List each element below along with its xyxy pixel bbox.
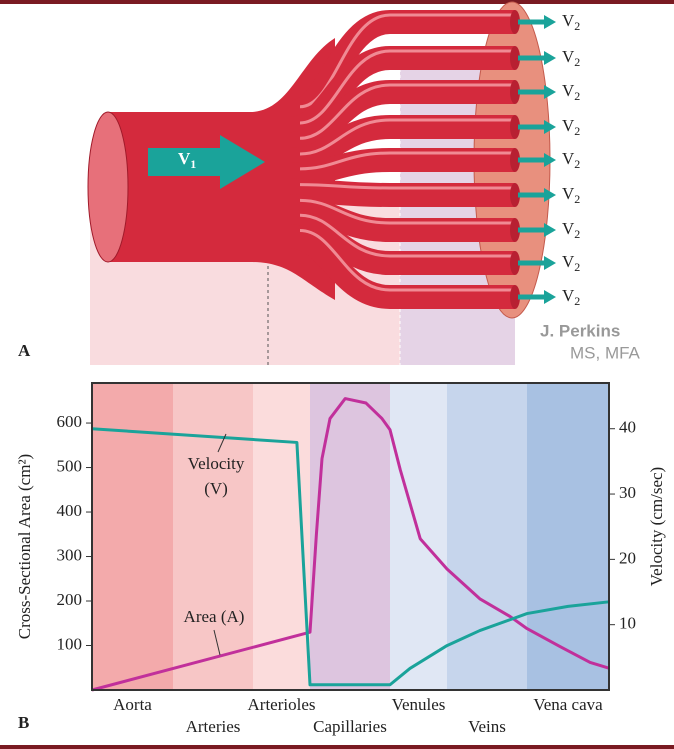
v2-base: V bbox=[562, 219, 575, 238]
series-label: Area (A) bbox=[184, 607, 245, 626]
annotation: (V) bbox=[204, 479, 228, 498]
v2-label: V2 bbox=[562, 47, 580, 69]
y2-tick-label: 30 bbox=[619, 483, 636, 502]
panel-label: B bbox=[18, 713, 29, 732]
y2-tick-label: 20 bbox=[619, 548, 636, 567]
v2-arrow-head bbox=[544, 51, 556, 65]
v2-arrow-head bbox=[544, 120, 556, 134]
vessel-illustration bbox=[88, 2, 550, 365]
x-tick-label: Vena cava bbox=[533, 695, 603, 714]
category-band bbox=[310, 383, 390, 690]
y-tick-label: 500 bbox=[57, 456, 83, 475]
v2-base: V bbox=[562, 184, 575, 203]
v2-arrow-head bbox=[544, 85, 556, 99]
v1-base: V bbox=[178, 149, 191, 168]
y-axis-title: Cross-Sectional Area (cm²) bbox=[15, 454, 34, 639]
v2-label: V2 bbox=[562, 116, 580, 138]
v2-label: V2 bbox=[562, 11, 580, 33]
v2-label: V2 bbox=[562, 219, 580, 241]
x-tick-label: Aorta bbox=[113, 695, 152, 714]
v2-sub: 2 bbox=[574, 192, 580, 206]
v2-base: V bbox=[562, 149, 575, 168]
v2-label: V2 bbox=[562, 286, 580, 308]
v2-arrow-head bbox=[544, 15, 556, 29]
v2-sub: 2 bbox=[574, 89, 580, 103]
v2-base: V bbox=[562, 11, 575, 30]
v2-base: V bbox=[562, 116, 575, 135]
page: A J. Perkins MS, MFA V1 B V2V2V2V2V2V2V2… bbox=[0, 0, 674, 749]
v2-label: V2 bbox=[562, 81, 580, 103]
y-tick-label: 300 bbox=[57, 545, 83, 564]
x-tick-label: Arterioles bbox=[248, 695, 316, 714]
v2-arrow-head bbox=[544, 223, 556, 237]
credentials: MS, MFA bbox=[570, 343, 641, 362]
v1-sub: 1 bbox=[190, 157, 196, 171]
v2-sub: 2 bbox=[574, 55, 580, 69]
panel-label: A bbox=[18, 341, 31, 360]
v2-base: V bbox=[562, 252, 575, 271]
y-tick-label: 100 bbox=[57, 634, 83, 653]
v2-base: V bbox=[562, 47, 575, 66]
figure: A J. Perkins MS, MFA V1 B V2V2V2V2V2V2V2… bbox=[0, 0, 674, 749]
v2-label: V2 bbox=[562, 184, 580, 206]
y-tick-label: 400 bbox=[57, 501, 83, 520]
top-border bbox=[0, 0, 674, 4]
v2-sub: 2 bbox=[574, 19, 580, 33]
v2-base: V bbox=[562, 286, 575, 305]
capillary bbox=[290, 191, 515, 195]
v2-label: V2 bbox=[562, 252, 580, 274]
v2-label: V2 bbox=[562, 149, 580, 171]
x-tick-label: Veins bbox=[468, 717, 506, 736]
signature: J. Perkins bbox=[540, 321, 620, 340]
v2-sub: 2 bbox=[574, 260, 580, 274]
category-band bbox=[447, 383, 527, 690]
y-tick-label: 600 bbox=[57, 412, 83, 431]
v2-sub: 2 bbox=[574, 124, 580, 138]
v2-arrow-head bbox=[544, 188, 556, 202]
category-band bbox=[173, 383, 253, 690]
v2-base: V bbox=[562, 81, 575, 100]
v2-arrow-head bbox=[544, 290, 556, 304]
y-tick-label: 200 bbox=[57, 590, 83, 609]
y2-tick-label: 10 bbox=[619, 614, 636, 633]
x-tick-label: Venules bbox=[392, 695, 446, 714]
v2-sub: 2 bbox=[574, 294, 580, 308]
aorta-opening bbox=[88, 112, 128, 262]
x-tick-label: Arteries bbox=[186, 717, 241, 736]
v2-sub: 2 bbox=[574, 227, 580, 241]
y2-tick-label: 40 bbox=[619, 418, 636, 437]
v2-arrow-head bbox=[544, 256, 556, 270]
v2-sub: 2 bbox=[574, 157, 580, 171]
category-band bbox=[527, 383, 609, 690]
y2-axis-title: Velocity (cm/sec) bbox=[647, 467, 666, 586]
x-tick-label: Capillaries bbox=[313, 717, 387, 736]
series-label: Velocity bbox=[188, 454, 245, 473]
bottom-border bbox=[0, 745, 674, 749]
